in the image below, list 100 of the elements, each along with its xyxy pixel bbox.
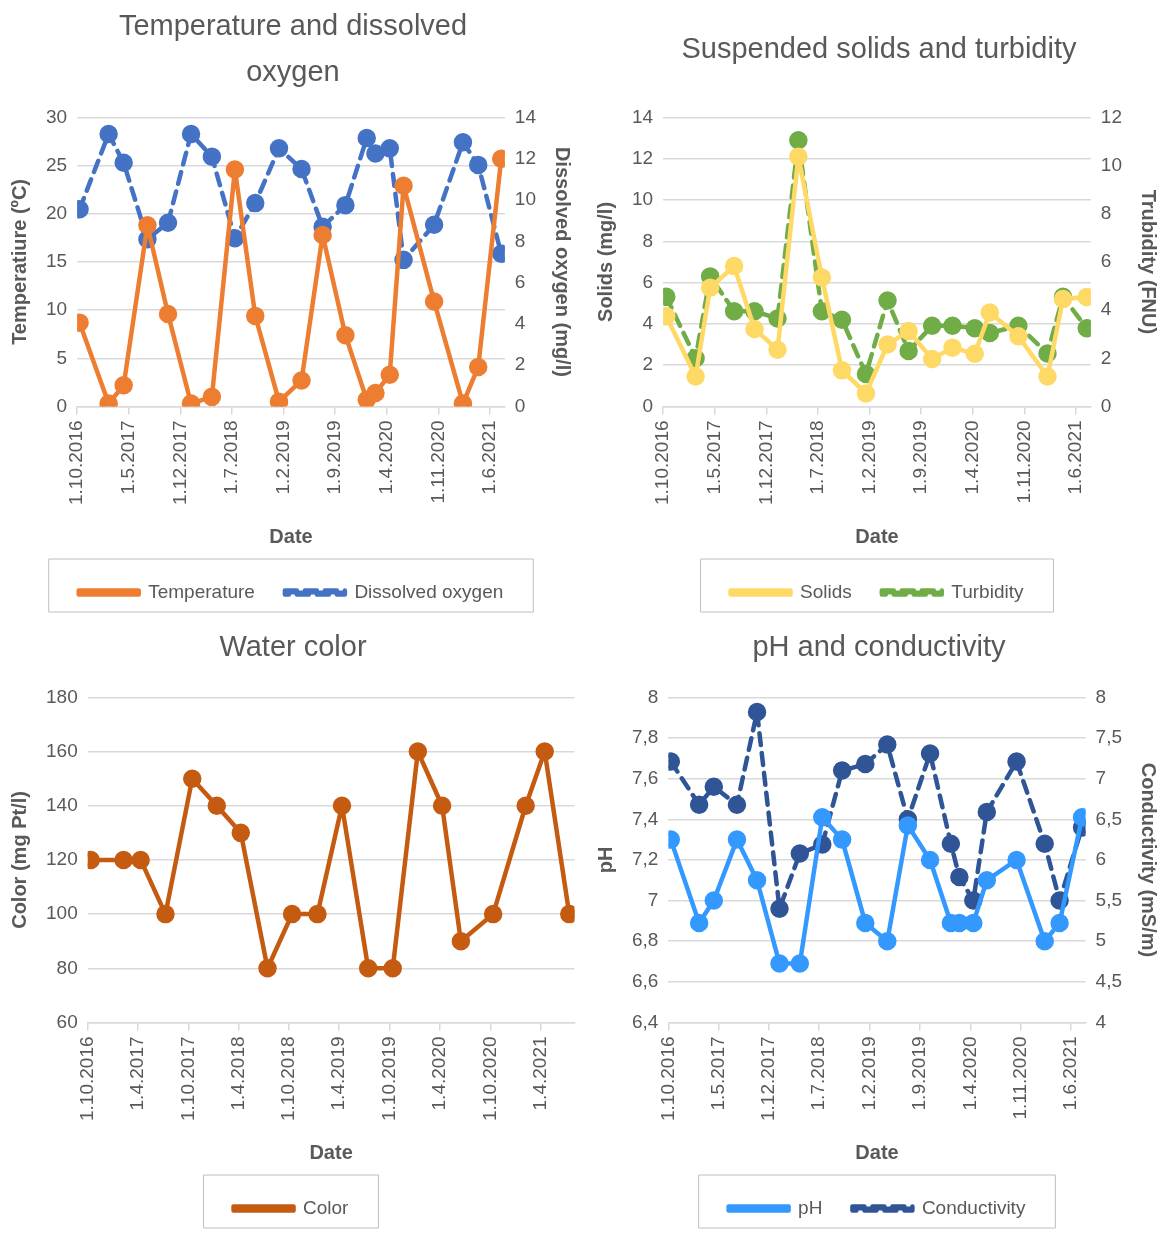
y2-tick-label: 0 (1100, 394, 1112, 416)
y-tick-label: 120 (46, 848, 78, 870)
legend-label: pH (798, 1196, 823, 1218)
y2-tick-label: 4 (1095, 1010, 1107, 1032)
x-axis-title: Date (269, 524, 313, 547)
y-axis-title: Temperatiure (ºC) (7, 179, 30, 345)
x-tick-label: 1.6.2021 (478, 420, 500, 495)
y-tick-label: 0 (642, 394, 654, 416)
x-tick-label: 1.10.2020 (478, 1036, 500, 1122)
y-tick-label: 2 (642, 353, 654, 375)
y-tick-label: 60 (56, 1010, 78, 1032)
x-tick-label: 1.10.2018 (277, 1036, 299, 1122)
x-tick-label: 1.11.2020 (426, 420, 448, 504)
y-tick-label: 0 (56, 394, 68, 416)
x-tick-label: 1.10.2016 (75, 1036, 97, 1122)
x-tick-label: 1.2.2019 (858, 420, 880, 495)
y-axis-title: Solids (mg/l) (593, 201, 616, 322)
y2-tick-label: 10 (514, 188, 537, 210)
x-tick-label: 1.5.2017 (116, 420, 138, 495)
y-tick-label: 6 (642, 270, 654, 292)
x-tick-label: 1.2.2019 (272, 420, 294, 495)
y2-tick-label: 6 (1095, 848, 1107, 870)
y2-tick-label: 0 (514, 394, 526, 416)
y-tick-label: 7,4 (631, 807, 659, 829)
x-tick-label: 1.10.2016 (651, 420, 673, 506)
x-tick-label: 1.7.2018 (219, 420, 241, 495)
y-axis-title: Color (mg Pt/l) (7, 791, 30, 929)
y2-tick-label: 8 (1095, 685, 1107, 707)
y-axis-title: pH (593, 846, 616, 874)
y-tick-label: 10 (631, 188, 654, 210)
y2-tick-label: 4 (1100, 298, 1112, 320)
x-tick-label: 1.9.2019 (909, 420, 931, 495)
legend-label: Color (303, 1196, 350, 1218)
x-axis-title: Date (855, 1140, 899, 1163)
y-tick-label: 7,8 (631, 726, 659, 748)
y2-axis-title: Trubidity (FNU) (1138, 189, 1161, 335)
legend-label: Solids (800, 580, 852, 602)
y2-tick-label: 10 (1100, 153, 1123, 175)
x-tick-label: 1.4.2017 (126, 1036, 148, 1111)
y-tick-label: 100 (46, 902, 78, 924)
y2-axis-title: Dissolved oxygen (mg/l) (552, 146, 575, 377)
chart-title: Suspended solids and turbidity (681, 30, 1077, 66)
x-tick-label: 1.7.2018 (805, 420, 827, 495)
y-tick-label: 15 (45, 250, 68, 272)
x-tick-label: 1.12.2017 (757, 1036, 779, 1122)
x-tick-label: 1.10.2016 (65, 420, 87, 506)
legend-label: Turbidity (951, 580, 1024, 602)
x-tick-label: 1.4.2020 (958, 1036, 980, 1111)
y-tick-label: 6,4 (631, 1010, 659, 1032)
y-tick-label: 30 (45, 105, 68, 127)
x-tick-label: 1.12.2017 (168, 420, 190, 506)
y2-tick-label: 4 (514, 312, 526, 334)
y-tick-label: 4 (642, 312, 654, 334)
y2-tick-label: 8 (514, 229, 526, 251)
chart-title: pH and conductivity (752, 628, 1006, 664)
y-tick-label: 10 (45, 298, 68, 320)
x-tick-label: 1.4.2020 (375, 420, 397, 495)
y2-tick-label: 2 (514, 353, 526, 375)
y2-tick-label: 7,5 (1095, 726, 1123, 748)
y-tick-label: 160 (46, 739, 78, 761)
y2-tick-label: 6 (514, 270, 526, 292)
x-tick-label: 1.5.2017 (706, 1036, 728, 1111)
y2-tick-label: 14 (514, 105, 537, 127)
x-tick-label: 1.11.2020 (1009, 1036, 1031, 1120)
y-tick-label: 80 (56, 956, 78, 978)
x-tick-label: 1.10.2019 (377, 1036, 399, 1122)
x-tick-label: 1.5.2017 (702, 420, 724, 495)
y2-tick-label: 2 (1100, 346, 1112, 368)
y-tick-label: 5 (56, 346, 68, 368)
x-axis-title: Date (309, 1140, 353, 1163)
y2-tick-label: 5,5 (1095, 888, 1123, 910)
x-tick-label: 1.4.2018 (226, 1036, 248, 1111)
y-tick-label: 6,8 (631, 929, 659, 951)
y2-tick-label: 12 (514, 146, 537, 168)
y2-tick-label: 8 (1100, 201, 1112, 223)
y-tick-label: 8 (647, 685, 659, 707)
y-tick-label: 14 (631, 105, 654, 127)
y-tick-label: 20 (45, 201, 68, 223)
y2-axis-title: Conductivity (mS/m) (1138, 762, 1161, 958)
y2-tick-label: 12 (1100, 105, 1123, 127)
x-tick-label: 1.11.2020 (1012, 420, 1034, 504)
x-axis-title: Date (855, 524, 899, 547)
x-tick-label: 1.4.2019 (327, 1036, 349, 1111)
x-tick-label: 1.4.2020 (428, 1036, 450, 1111)
legend-label: Dissolved oxygen (354, 580, 504, 602)
y2-tick-label: 7 (1095, 766, 1107, 788)
y-tick-label: 140 (46, 793, 78, 815)
x-tick-label: 1.7.2018 (807, 1036, 829, 1111)
chart-title: Temperature and dissolved oxygen (117, 7, 469, 89)
x-tick-label: 1.6.2021 (1059, 1036, 1081, 1111)
x-tick-label: 1.9.2019 (908, 1036, 930, 1111)
y-tick-label: 7,2 (631, 848, 659, 870)
x-tick-label: 1.4.2020 (961, 420, 983, 495)
y-tick-label: 6,6 (631, 970, 659, 992)
y-tick-label: 180 (46, 685, 78, 707)
y2-tick-label: 6,5 (1095, 807, 1123, 829)
x-tick-label: 1.12.2017 (754, 420, 776, 506)
chart-title: Water color (219, 628, 367, 664)
x-tick-label: 1.9.2019 (323, 420, 345, 495)
x-tick-label: 1.10.2017 (176, 1036, 198, 1122)
